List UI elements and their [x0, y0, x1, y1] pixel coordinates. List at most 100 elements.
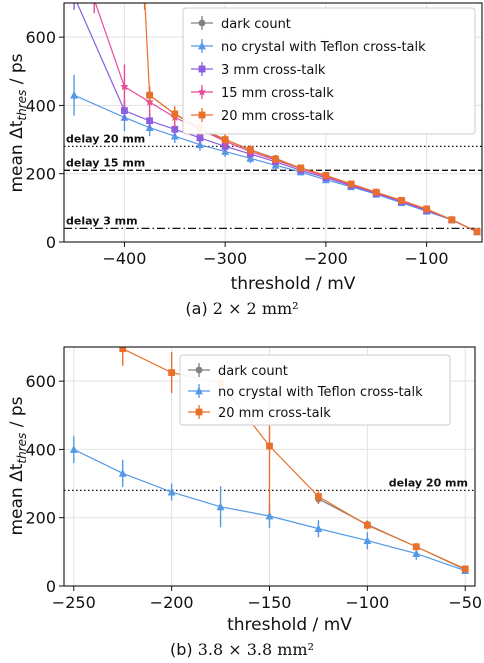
legend-entry: no crystal with Teflon cross-talk: [191, 39, 426, 55]
legend-entry: dark count: [188, 363, 288, 379]
x-tick-label: −50: [448, 593, 482, 612]
legend-label: 3 mm cross-talk: [221, 63, 326, 78]
data-point: [196, 134, 204, 142]
y-tick-label: 600: [25, 372, 56, 391]
y-axis-label: mean Δtthres / ps: [7, 396, 29, 535]
series-line: [94, 3, 478, 233]
series-group: [69, 347, 470, 575]
y-tick-label: 600: [25, 28, 56, 47]
panel-a: delay 20 mm delay 15 mm delay 3 mm −400 −300…: [7, 2, 483, 318]
data-point: [216, 502, 225, 511]
legend-marker: [197, 87, 207, 96]
data-point: [461, 565, 469, 573]
legend-entry: 3 mm cross-talk: [191, 62, 326, 78]
legend-entry: dark count: [191, 16, 291, 32]
x-tick-label: −200: [304, 249, 348, 268]
legend-label: no crystal with Teflon cross-talk: [221, 40, 426, 55]
data-point: [196, 140, 204, 149]
x-tick-label: −250: [52, 593, 96, 612]
data-point: [272, 155, 279, 163]
data-point: [398, 196, 405, 204]
data-point: [315, 493, 322, 500]
x-tick-label: −400: [102, 249, 146, 268]
data-point: [70, 90, 78, 99]
data-point: [120, 82, 129, 91]
legend: dark count no crystal with Teflon cross-t…: [182, 7, 476, 135]
data-point: [171, 125, 179, 133]
data-point: [168, 369, 176, 377]
data-point: [146, 117, 154, 125]
delay-label: delay 20 mm: [66, 132, 145, 145]
data-point: [119, 347, 127, 353]
data-point: [423, 205, 431, 213]
data-point: [322, 172, 330, 179]
data-point: [347, 180, 355, 188]
legend-label: 20 mm cross-talk: [221, 109, 334, 124]
legend-label: no crystal with Teflon cross-talk: [218, 385, 423, 400]
series-line: [76, 3, 478, 233]
x-tick-label: −100: [345, 593, 389, 612]
data-point: [372, 188, 380, 196]
delay-label: delay 20 mm: [389, 476, 468, 489]
delay-label: delay 3 mm: [66, 214, 138, 227]
legend-box: [182, 7, 476, 135]
data-point: [170, 131, 179, 140]
y-tick-label: 0: [46, 577, 56, 596]
x-tick-label: −200: [150, 593, 194, 612]
legend-entry: no crystal with Teflon cross-talk: [188, 384, 423, 400]
series-20-mm-cross-talk: [143, 3, 481, 236]
data-point: [118, 468, 127, 477]
data-point: [266, 442, 273, 450]
legend-marker: [198, 111, 206, 119]
legend-marker: [195, 366, 203, 374]
legend: dark count no crystal with Teflon cross-t…: [179, 354, 451, 426]
panel-caption: (a) 2 × 2 mm²: [185, 299, 298, 318]
legend-marker: [198, 19, 206, 27]
legend-label: 15 mm cross-talk: [221, 86, 334, 101]
data-point: [167, 487, 176, 496]
legend-marker: [195, 408, 203, 416]
legend-entry: 20 mm cross-talk: [188, 405, 331, 421]
y-tick-label: 0: [46, 233, 56, 252]
x-tick-label: −100: [405, 249, 449, 268]
axes-frame: [63, 2, 483, 243]
series-line: [73, 94, 478, 233]
data-point: [412, 543, 420, 551]
data-point: [448, 216, 456, 224]
x-tick-label: −300: [203, 249, 247, 268]
data-point: [221, 136, 229, 143]
data-point: [363, 521, 371, 529]
data-point: [246, 146, 254, 154]
panel-b: delay 20 mm −250 −200 −150 −100 −50 0 200 400 600…: [7, 346, 482, 659]
legend-marker: [198, 65, 206, 73]
data-point: [121, 107, 128, 114]
y-tick-label: 400: [25, 440, 56, 459]
data-point: [146, 91, 154, 99]
legend-marker: [195, 386, 203, 395]
data-point: [171, 110, 179, 118]
x-axis-label: threshold / mV: [227, 615, 352, 635]
legend-label: 20 mm cross-talk: [218, 406, 331, 421]
data-point: [265, 511, 274, 520]
x-tick-label: −150: [248, 593, 292, 612]
legend-label: dark count: [218, 364, 288, 379]
y-tick-label: 200: [25, 509, 56, 528]
legend-label: dark count: [221, 17, 291, 32]
x-axis-label: threshold / mV: [231, 274, 356, 294]
data-point: [473, 228, 481, 236]
data-point: [363, 536, 372, 544]
legend-entry: 15 mm cross-talk: [191, 85, 334, 101]
y-tick-label: 400: [25, 96, 56, 115]
y-axis-label: mean Δtthres / ps: [7, 53, 29, 192]
delay-label: delay 15 mm: [66, 156, 145, 169]
data-point: [412, 549, 421, 557]
panel-caption: (b) 3.8 × 3.8 mm²: [170, 640, 314, 659]
legend-box: [179, 354, 451, 426]
legend-entry: 20 mm cross-talk: [191, 108, 334, 124]
data-point: [69, 445, 78, 453]
y-tick-label: 200: [25, 165, 56, 184]
data-point: [297, 164, 305, 172]
data-point: [314, 524, 323, 533]
legend-marker: [198, 41, 206, 50]
